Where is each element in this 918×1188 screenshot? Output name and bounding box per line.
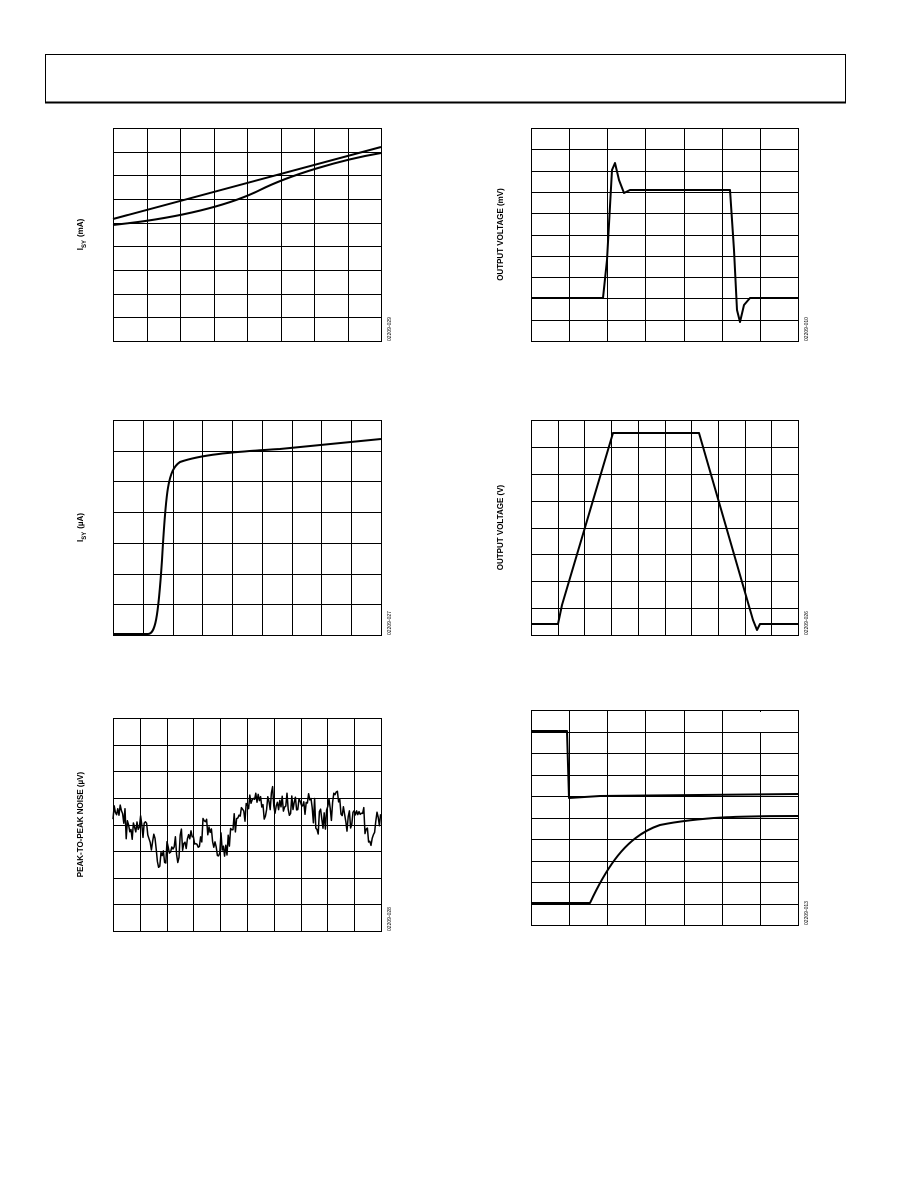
label-part: I [76, 248, 85, 250]
figure-code: 02209-027 [387, 611, 393, 635]
noise-trace [112, 785, 382, 869]
header-box [45, 54, 846, 103]
y-axis-label: OUTPUT VOLTAGE (mV) [496, 188, 505, 281]
label-part: I [76, 540, 85, 542]
trace [531, 815, 799, 904]
figure-code: 02209-026 [804, 611, 810, 635]
trace [531, 730, 799, 799]
trace [112, 152, 382, 226]
y-axis-label: ISY (µA) [76, 513, 88, 542]
figure-code: 02209-010 [804, 317, 810, 341]
trace [531, 162, 798, 323]
figure-code: 02209-029 [387, 317, 393, 341]
mask [746, 712, 796, 732]
plots [113, 128, 799, 932]
trace [113, 438, 382, 635]
label-part: SY [82, 240, 88, 248]
trace [112, 146, 382, 220]
label-part: (µA) [76, 513, 85, 529]
label-part: SY [82, 532, 88, 540]
figure-code: 02209-013 [804, 901, 810, 925]
figure-code: 02209-028 [387, 907, 393, 931]
y-axis-label: ISY (mA) [76, 218, 88, 250]
y-axis-label: OUTPUT VOLTAGE (V) [496, 484, 505, 570]
plot-frame [113, 420, 382, 636]
trace [531, 432, 798, 631]
traces [112, 146, 799, 904]
y-axis-label: PEAK-TO-PEAK NOISE (µV) [76, 771, 85, 877]
label-part: (mA) [76, 218, 85, 237]
